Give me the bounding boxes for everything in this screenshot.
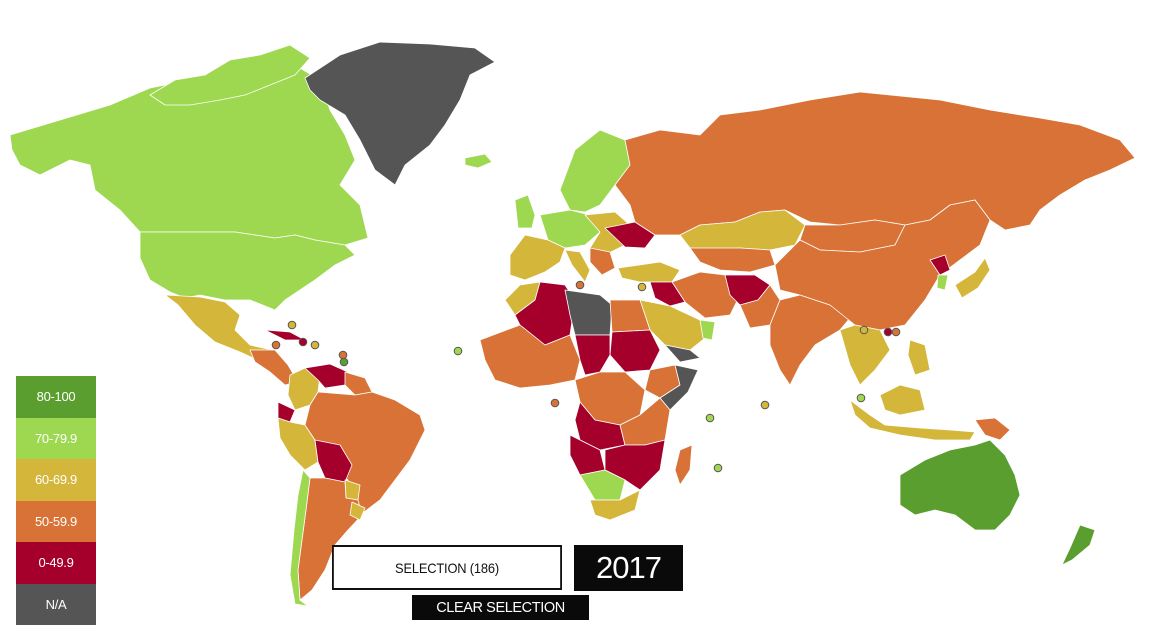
country-south-korea[interactable] (937, 275, 948, 290)
country-central-asia[interactable] (690, 248, 775, 272)
country-southeast-asia[interactable] (840, 325, 890, 385)
clear-selection-button[interactable]: CLEAR SELECTION (412, 595, 589, 620)
country-uk[interactable] (515, 195, 535, 228)
country-turkey[interactable] (618, 262, 680, 282)
legend-item-0-49-9[interactable]: 0-49.9 (16, 542, 96, 584)
country-guianas[interactable] (345, 372, 372, 395)
country-madagascar[interactable] (675, 445, 692, 485)
country-new-zealand[interactable] (1062, 525, 1095, 565)
country-italy[interactable] (565, 250, 590, 282)
country-japan[interactable] (955, 258, 990, 298)
country-scandinavia[interactable] (560, 130, 630, 212)
legend-item-60-69-9[interactable]: 60-69.9 (16, 459, 96, 501)
legend-item-50-59-9[interactable]: 50-59.9 (16, 501, 96, 543)
legend: 80-100 70-79.9 60-69.9 50-59.9 0-49.9 N/… (16, 376, 96, 625)
legend-item-na[interactable]: N/A (16, 584, 96, 625)
country-iceland[interactable] (465, 154, 492, 168)
legend-item-80-100[interactable]: 80-100 (16, 376, 96, 418)
country-philippines[interactable] (908, 340, 930, 375)
selection-count-box[interactable]: SELECTION (186) (332, 545, 562, 590)
country-libya[interactable] (565, 290, 612, 335)
year-selector[interactable]: 2017 (574, 545, 683, 591)
legend-item-70-79-9[interactable]: 70-79.9 (16, 418, 96, 460)
country-sudan[interactable] (610, 330, 660, 372)
country-cuba[interactable] (265, 330, 305, 340)
country-chad-niger[interactable] (575, 335, 610, 375)
country-australia[interactable] (900, 440, 1020, 530)
country-russia[interactable] (615, 92, 1135, 235)
country-malaysia-borneo[interactable] (880, 385, 925, 415)
country-papua-new-guinea[interactable] (975, 418, 1010, 440)
